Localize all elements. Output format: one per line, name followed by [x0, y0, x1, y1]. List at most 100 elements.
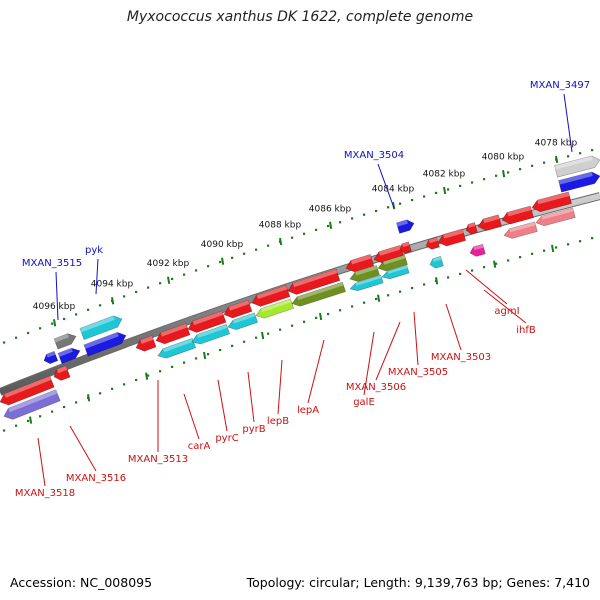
gene-mxan-3515-shine: [54, 333, 69, 343]
gene-small-2-shine: [428, 237, 438, 244]
gene-gale-cds-2: [349, 274, 384, 292]
upper-scale-dot: [147, 286, 150, 289]
lower-scale-dot: [351, 305, 354, 308]
scale-tick: [261, 331, 265, 340]
callout-line: [445, 303, 462, 351]
gene-pyk-shine: [79, 315, 115, 333]
upper-scale-dot: [291, 236, 294, 239]
upper-scale-dot: [447, 188, 450, 191]
scale-tick: [319, 312, 323, 321]
lower-scale-dot: [543, 249, 546, 252]
gene-mxan-3506-cds-shine: [383, 254, 406, 265]
callout-line: [247, 371, 255, 423]
lower-scale-dot: [111, 387, 114, 390]
upper-scale-dot: [543, 161, 546, 164]
gene-cara-cds-shine: [162, 338, 194, 353]
lower-scale-dot: [327, 312, 330, 316]
lower-scale-dot: [183, 361, 186, 364]
gene-mxan-3497: [558, 171, 600, 193]
gene-lepb: [251, 284, 291, 307]
forward-gene-label: MXAN_3504: [344, 150, 404, 161]
gene-gale-cds: [349, 265, 380, 282]
lower-scale-dot: [387, 294, 390, 297]
lower-scale-dot: [207, 353, 210, 356]
gene-ihfb-cds-2: [535, 207, 576, 227]
gene-cara: [155, 323, 191, 345]
scale-tick: [53, 319, 57, 327]
gene-mxan-3505-shine: [402, 241, 410, 248]
reverse-gene-label: MXAN_3503: [431, 352, 491, 363]
accession-text: Accession: NC_008095: [10, 575, 153, 590]
gene-agmi: [477, 214, 502, 231]
upper-scale-dot: [483, 178, 486, 181]
lower-scale-dot: [243, 340, 246, 343]
gene-mxan-3497-shine: [558, 171, 593, 185]
gene-mxan-3506-cds-2-shine: [387, 265, 408, 274]
scale-label: 4096 kbp: [33, 302, 76, 312]
scale-tick: [443, 186, 447, 195]
scale-tick: [167, 276, 171, 284]
gene-cara-cds: [157, 337, 197, 359]
gene-lepa-cds: [291, 281, 346, 307]
reverse-gene-label: MXAN_3506: [346, 382, 406, 393]
gene-agmi-cds: [469, 243, 486, 257]
scale-tick: [493, 260, 497, 268]
gene-mxan-3518-2-shine: [8, 389, 58, 413]
gene-pyrb-cds-shine: [233, 312, 256, 324]
lower-scale-dot: [171, 365, 174, 369]
gene-mxan-3503-shine: [443, 228, 464, 239]
callout-line: [69, 425, 97, 472]
lower-scale-dot: [99, 392, 102, 395]
gene-mxan-3497-shadow-shine: [554, 155, 593, 170]
scale-label: 4084 kbp: [372, 185, 415, 195]
gene-mxan-3516-shine: [56, 365, 68, 374]
reverse-gene-label: pyrC: [215, 433, 238, 444]
reverse-gene-label: MXAN_3513: [128, 454, 188, 465]
scale-label: 4086 kbp: [309, 204, 352, 214]
gene-mxan-3515-2: [57, 347, 81, 364]
gene-mxan-3497-shadow: [554, 155, 600, 178]
reverse-gene-label: MXAN_3516: [66, 473, 126, 484]
upper-scale-dot: [207, 265, 210, 268]
gene-gale-shine: [350, 254, 372, 265]
topology-text: Topology: circular; Length: 9,139,763 bp…: [246, 575, 590, 590]
gene-mxan-3503-cds-shine: [432, 256, 442, 262]
reverse-gene-label: pyrB: [242, 424, 265, 435]
callout-line: [483, 289, 527, 324]
gene-mxan-3505: [399, 241, 412, 254]
upper-scale-dot: [435, 191, 438, 195]
lower-scale-dot: [279, 328, 282, 331]
lower-scale-dot: [519, 256, 522, 259]
gene-lepa-cds-shine: [297, 282, 344, 301]
scale-tick: [502, 170, 506, 178]
scale-tick: [111, 297, 115, 305]
forward-gene-label: pyk: [85, 245, 103, 256]
lower-scale-dot: [411, 286, 414, 290]
upper-scale-dot: [363, 213, 366, 216]
lower-scale-dot: [447, 276, 450, 279]
gene-lepb-cds: [255, 298, 294, 319]
gene-mxan-3503: [437, 228, 467, 247]
gene-small-1: [43, 350, 59, 364]
lower-scale-dot: [567, 243, 570, 246]
scale-tick: [203, 351, 207, 360]
lower-scale-dot: [471, 269, 474, 272]
callout-line: [375, 321, 401, 381]
gene-pyrc: [187, 310, 227, 333]
gene-pyrb-cds: [227, 312, 258, 330]
lower-scale-dot: [363, 301, 366, 304]
gene-mxan-3518: [0, 375, 55, 406]
lower-scale-dot: [483, 266, 486, 269]
callout-line: [217, 379, 228, 432]
lower-scale-dot: [159, 370, 162, 373]
upper-scale-dot: [75, 313, 78, 316]
lower-scale-dot: [255, 336, 258, 339]
scale-label: 4082 kbp: [423, 169, 466, 179]
lower-scale-dot: [579, 240, 582, 243]
lower-scale-dot: [303, 320, 306, 323]
scale-tick: [555, 155, 559, 164]
gene-mxan-3504: [396, 219, 415, 234]
lower-scale-dot: [459, 272, 462, 276]
lower-scale-dot: [63, 405, 66, 409]
